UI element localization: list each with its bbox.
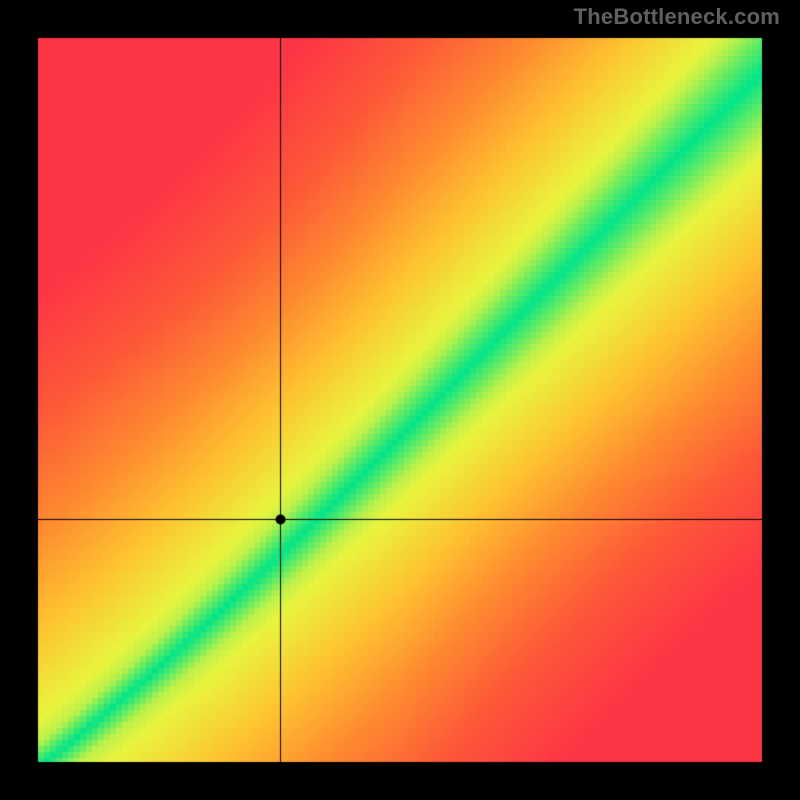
chart-container: TheBottleneck.com — [0, 0, 800, 800]
watermark-text: TheBottleneck.com — [574, 4, 780, 30]
heatmap-canvas — [0, 0, 800, 800]
